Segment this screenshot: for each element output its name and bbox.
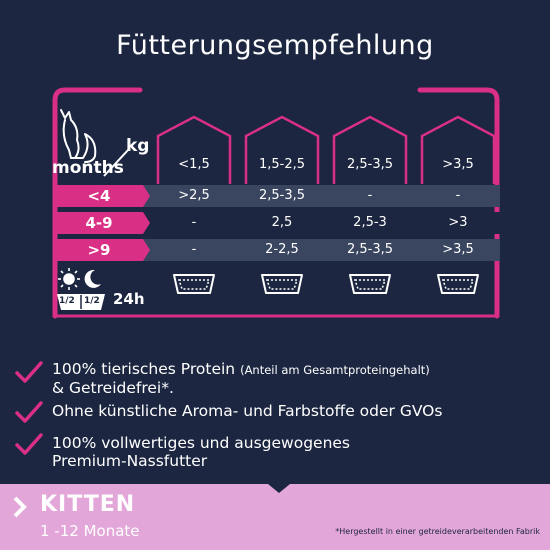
cat-icon bbox=[60, 109, 97, 163]
benefit-main: 100% tierisches Protein bbox=[52, 360, 236, 378]
checkmark-icon bbox=[15, 401, 43, 423]
split-left: 1/2 bbox=[59, 296, 75, 306]
benefit-main: 100% vollwertiges und ausgewogenes bbox=[52, 434, 351, 452]
table-cell: - bbox=[455, 188, 461, 203]
tray-icon bbox=[437, 274, 479, 294]
weight-house-2 bbox=[244, 115, 320, 184]
age-badge: >9 bbox=[55, 239, 150, 261]
age-badge-label: >9 bbox=[87, 241, 111, 259]
product-age-range: 1 -12 Monate bbox=[40, 522, 140, 540]
footnote: *Hergestellt in einer getreideverarbeite… bbox=[335, 527, 540, 536]
split-right: 1/2 bbox=[84, 296, 100, 306]
table-cell: - bbox=[367, 188, 373, 203]
weight-col-3: 2,5-3,5 bbox=[346, 157, 394, 172]
period-label: 24h bbox=[113, 290, 145, 308]
benefit-line2: Premium-Nassfutter bbox=[52, 452, 208, 470]
benefit-main: Ohne künstliche Aroma- und Farbstoffe od… bbox=[52, 402, 443, 420]
benefit-item: 100% vollwertiges und ausgewogenes Premi… bbox=[52, 434, 350, 470]
weight-house-4 bbox=[420, 115, 496, 184]
benefit-item: Ohne künstliche Aroma- und Farbstoffe od… bbox=[52, 402, 442, 420]
weight-col-1: <1,5 bbox=[178, 157, 210, 172]
table-row bbox=[55, 212, 500, 234]
table-cell: 2-2,5 bbox=[265, 242, 299, 257]
age-badge: 4-9 bbox=[55, 212, 150, 234]
header-divider bbox=[103, 149, 129, 177]
day-night-icon bbox=[57, 268, 105, 310]
age-badge-label: 4-9 bbox=[85, 214, 113, 232]
weight-col-4: >3,5 bbox=[442, 157, 474, 172]
weight-house-3 bbox=[332, 115, 408, 184]
table-cell: 2,5-3 bbox=[353, 215, 387, 230]
page-title: Fütterungsempfehlung bbox=[116, 30, 434, 61]
age-badge: <4 bbox=[55, 185, 150, 207]
sun-icon bbox=[58, 268, 80, 290]
weight-house-1 bbox=[156, 115, 232, 184]
table-cell: 2,5-3,5 bbox=[258, 188, 306, 203]
table-row bbox=[55, 185, 500, 207]
unit-label: kg bbox=[126, 136, 150, 156]
table-cell: 2,5-3,5 bbox=[346, 242, 394, 257]
table-cell: - bbox=[191, 242, 197, 257]
footer-notch bbox=[268, 484, 290, 493]
table-cell: - bbox=[191, 215, 197, 230]
benefit-line2: & Getreidefrei*. bbox=[52, 379, 174, 397]
age-badge-label: <4 bbox=[87, 187, 111, 205]
tray-icon bbox=[173, 274, 215, 294]
product-footer: KITTEN 1 -12 Monate *Hergestellt in eine… bbox=[0, 484, 550, 550]
benefit-note: (Anteil am Gesamtproteingehalt) bbox=[240, 363, 430, 377]
chevron-right-icon bbox=[13, 496, 27, 518]
table-cell: 2,5 bbox=[271, 215, 293, 230]
product-name: KITTEN bbox=[40, 492, 136, 517]
checkmark-icon bbox=[15, 433, 43, 455]
table-cell: >3,5 bbox=[442, 242, 474, 257]
weight-col-2: 1,5-2,5 bbox=[258, 157, 306, 172]
table-cell: >2,5 bbox=[178, 188, 210, 203]
moon-icon bbox=[84, 269, 101, 288]
tray-icon bbox=[349, 274, 391, 294]
tray-icon bbox=[261, 274, 303, 294]
benefit-item: 100% tierisches Protein (Anteil am Gesam… bbox=[52, 360, 430, 397]
table-row bbox=[55, 239, 500, 261]
table-cell: >3 bbox=[448, 215, 468, 230]
checkmark-icon bbox=[15, 361, 43, 383]
